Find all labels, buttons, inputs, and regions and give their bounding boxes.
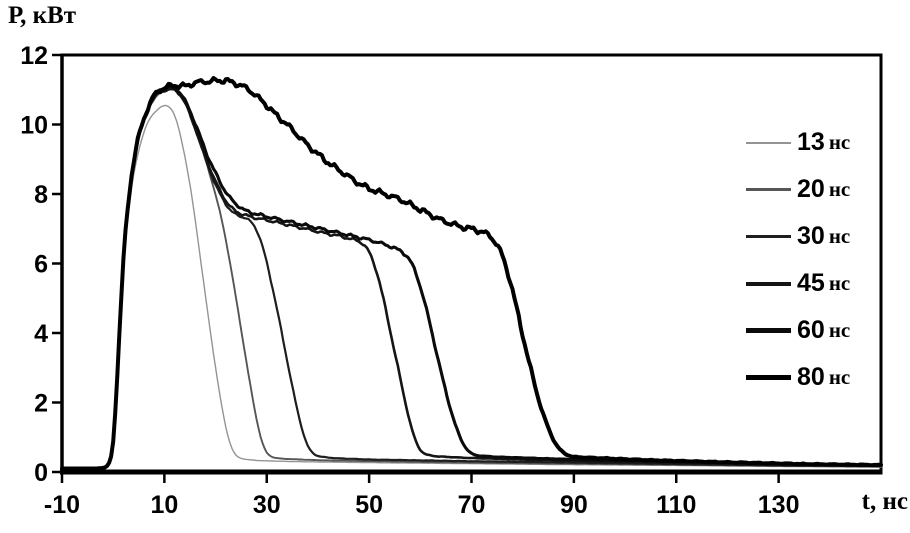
legend-label-value: 13 [797,128,825,156]
y-tick-label: 0 [34,459,48,487]
legend-item: 20 нс [746,166,850,213]
legend-line-swatch [746,141,791,144]
legend-label-value: 80 [797,363,825,391]
y-tick-label: 6 [34,251,48,279]
legend-label-value: 20 [797,175,825,203]
legend-item: 13 нс [746,119,850,166]
x-tick-label: 30 [253,491,281,519]
x-axis-title: t, нс [861,488,908,515]
legend-line-swatch [746,375,791,380]
legend-label-unit: нс [828,224,851,248]
y-axis-title: Р, кВт [8,2,77,29]
legend-item: 60 нс [746,307,850,354]
legend-label-value: 60 [797,316,825,344]
legend-line-swatch [746,281,791,286]
legend-label-value: 30 [797,222,825,250]
x-tick-label: 110 [656,491,696,519]
legend-label-unit: нс [828,130,851,154]
legend-item: 30 нс [746,213,850,260]
y-tick-label: 2 [34,390,48,418]
legend-label-unit: нс [828,177,851,201]
legend-item: 45 нс [746,260,850,307]
legend-line-swatch [746,234,791,239]
x-tick-label: 50 [355,491,383,519]
legend-label-unit: нс [828,271,851,295]
x-tick-label: -10 [44,491,80,519]
legend-line-swatch [746,188,791,191]
x-tick-label: 130 [758,491,800,519]
legend-label-value: 45 [797,269,825,297]
legend-label-unit: нс [828,365,851,389]
x-tick-label: 10 [150,491,178,519]
x-tick-label: 90 [560,491,588,519]
y-tick-label: 12 [20,42,48,70]
x-tick-label: 70 [458,491,486,519]
legend-label-unit: нс [828,318,851,342]
legend: 13 нс 20 нс 30 нс 45 нс 60 нс 80 нс [746,119,850,401]
legend-item: 80 нс [746,354,850,401]
legend-line-swatch [746,328,791,333]
y-tick-label: 10 [20,112,48,140]
y-tick-label: 8 [34,181,48,209]
y-tick-label: 4 [34,320,48,348]
series-curve-80-нс [60,76,883,471]
